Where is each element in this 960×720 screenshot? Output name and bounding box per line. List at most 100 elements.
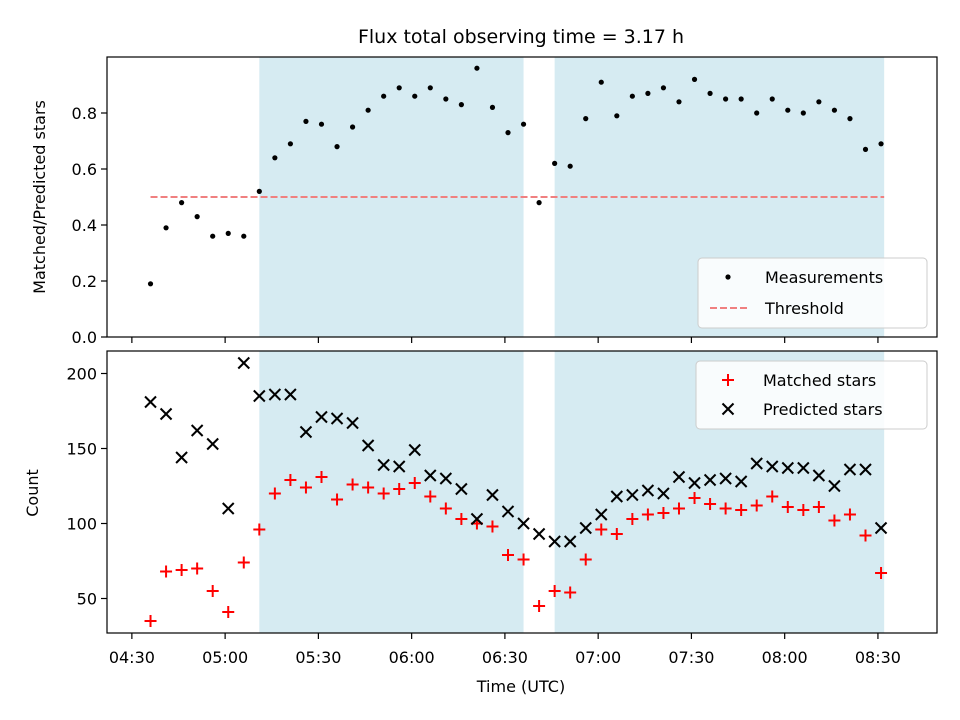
matched-point: [672, 502, 685, 515]
measurement-point: [520, 121, 527, 127]
legend-matched-label: Matched stars: [763, 371, 876, 390]
matched-point: [206, 585, 219, 597]
predicted-point: [330, 412, 344, 425]
bottom-y-tick-label: 150: [66, 440, 97, 459]
matched-point: [548, 585, 561, 597]
predicted-point: [190, 424, 204, 437]
matched-point: [253, 523, 266, 536]
matched-point: [688, 492, 701, 504]
matched-point: [875, 567, 888, 579]
predicted-point: [626, 488, 639, 502]
predicted-point: [843, 463, 857, 476]
predicted-point: [268, 388, 282, 401]
top-y-tick-label: 0.0: [72, 328, 97, 347]
matched-point: [486, 520, 499, 533]
measurement-point: [862, 146, 869, 152]
matched-point: [533, 600, 546, 612]
measurement-point: [427, 85, 433, 91]
measurement-point: [552, 160, 558, 166]
predicted-point: [455, 482, 468, 496]
matched-point: [735, 504, 748, 516]
predicted-point: [641, 484, 655, 497]
predicted-point: [688, 476, 701, 490]
predicted-point: [424, 469, 437, 482]
matched-point: [502, 549, 515, 561]
measurement-point: [396, 85, 402, 91]
measurement-point: [598, 79, 604, 85]
x-tick-label: 08:30: [855, 648, 901, 667]
top-y-tick-label: 0.8: [72, 104, 97, 123]
matched-point: [315, 471, 328, 483]
measurement-point: [505, 130, 511, 136]
matched-point: [237, 556, 250, 569]
bottom-series-2: [144, 356, 888, 548]
matched-point: [284, 474, 297, 486]
predicted-point: [828, 479, 841, 493]
predicted-point: [750, 457, 763, 470]
top-series-1: [147, 65, 884, 287]
measurement-point: [660, 85, 667, 91]
predicted-point: [874, 521, 888, 535]
predicted-point: [859, 463, 872, 476]
matched-point: [859, 529, 872, 542]
matched-point: [408, 477, 421, 489]
top-panel: 0.0 0.2 0.4 0.6 0.8 Measurements Threshold: [72, 56, 938, 347]
matched-point: [626, 513, 639, 525]
predicted-point: [470, 512, 484, 526]
top-legend-box: [697, 257, 928, 329]
measurement-point: [583, 116, 589, 122]
x-tick-label: 08:00: [762, 648, 808, 667]
predicted-point: [408, 443, 421, 457]
matched-point: [641, 508, 654, 521]
x-tick-label: 07:00: [575, 648, 621, 667]
legend-predicted-swatch: [721, 402, 735, 416]
matched-point: [828, 514, 841, 527]
matched-point: [377, 487, 390, 500]
measurement-point: [847, 116, 853, 122]
measurement-point: [241, 233, 247, 239]
top-y-tick-label: 0.2: [72, 272, 97, 291]
top-y-tick-label: 0.4: [72, 216, 97, 235]
measurement-point: [412, 93, 418, 99]
top-axes-frame: [106, 56, 938, 338]
measurement-point: [303, 118, 309, 124]
predicted-point: [797, 461, 810, 475]
bottom-y-tick-label: 100: [66, 515, 97, 534]
matched-point: [268, 487, 281, 500]
bottom-legend-box: [695, 360, 928, 430]
top-y-axis-label: Matched/Predicted stars: [30, 100, 49, 294]
measurement-point: [676, 99, 682, 105]
matched-point: [812, 501, 825, 513]
bottom-y-axis-label: Count: [23, 469, 42, 517]
measurement-point: [334, 144, 340, 150]
bottom-panel: 50 100 150 200 04:30 05:00 05:30 06:00 06:30 07:0…: [66, 350, 938, 667]
matched-point: [175, 564, 188, 576]
measurement-point: [629, 93, 635, 99]
measurement-point: [754, 110, 760, 116]
matched-point: [299, 481, 312, 494]
measurement-point: [691, 76, 698, 82]
matched-point: [424, 490, 437, 503]
legend-threshold-label: Threshold: [764, 299, 844, 318]
x-tick-label: 07:30: [668, 648, 714, 667]
predicted-point: [501, 505, 515, 518]
predicted-point: [346, 416, 359, 430]
predicted-point: [595, 508, 608, 521]
bottom-legend: Matched stars Predicted stars: [695, 360, 928, 430]
measurement-point: [816, 99, 822, 105]
measurement-point: [210, 233, 216, 239]
measurement-point: [318, 121, 325, 127]
predicted-point: [253, 389, 266, 403]
predicted-point: [517, 517, 530, 530]
matched-point: [579, 553, 592, 566]
predicted-point: [532, 527, 546, 541]
matched-point: [564, 586, 577, 599]
measurement-point: [645, 90, 651, 96]
legend-measurements-swatch: [725, 274, 731, 280]
predicted-point: [548, 535, 561, 548]
measurement-point: [769, 96, 775, 102]
bottom-axes-frame: [106, 350, 938, 634]
measurement-point: [800, 110, 806, 116]
matched-point: [331, 493, 344, 506]
